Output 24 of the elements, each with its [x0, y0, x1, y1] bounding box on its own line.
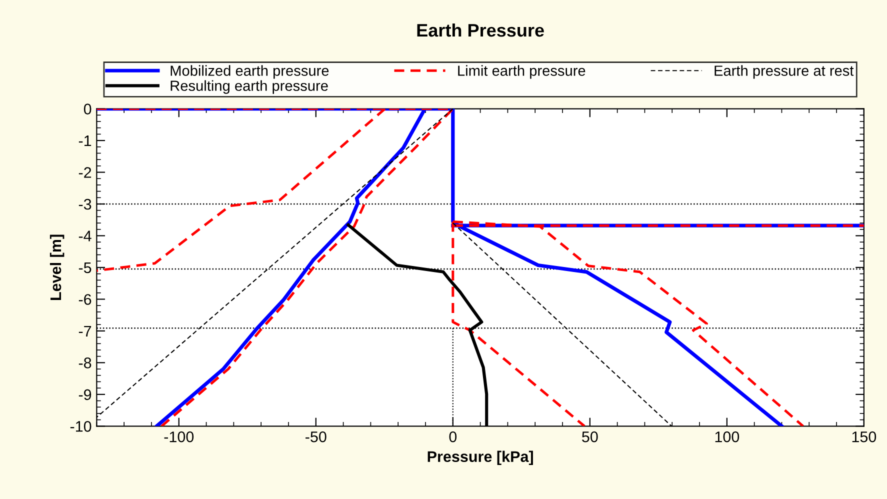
- x-tick-label: 0: [449, 431, 457, 442]
- y-tick-label: -3: [78, 198, 92, 210]
- y-tick-label: -7: [78, 326, 92, 336]
- y-tick-label: -8: [78, 358, 92, 368]
- legend-label: Limit earth pressure: [458, 65, 586, 79]
- y-tick-label: 0: [84, 104, 92, 114]
- y-tick-label: -1: [78, 136, 92, 146]
- legend-label: Resulting earth pressure: [170, 80, 328, 94]
- y-tick-label: -5: [78, 262, 92, 274]
- x-tick-label: -50: [306, 431, 326, 442]
- y-tick-label: -6: [78, 294, 92, 305]
- x-tick-label: -100: [164, 431, 194, 442]
- y-axis-title: Level [m]: [50, 234, 64, 300]
- legend-label: Earth pressure at rest: [714, 65, 854, 79]
- y-tick-label: -10: [70, 421, 92, 432]
- legend-label: Mobilized earth pressure: [170, 65, 329, 79]
- x-tick-label: 100: [715, 431, 740, 442]
- x-axis-title: Pressure [kPa]: [428, 450, 533, 466]
- y-tick-label: -4: [78, 230, 92, 242]
- y-tick-label: -2: [78, 167, 92, 178]
- chart-title: Earth Pressure: [417, 23, 544, 37]
- x-tick-label: 150: [852, 431, 876, 442]
- y-tick-label: -9: [78, 389, 92, 400]
- x-tick-label: 50: [582, 431, 598, 442]
